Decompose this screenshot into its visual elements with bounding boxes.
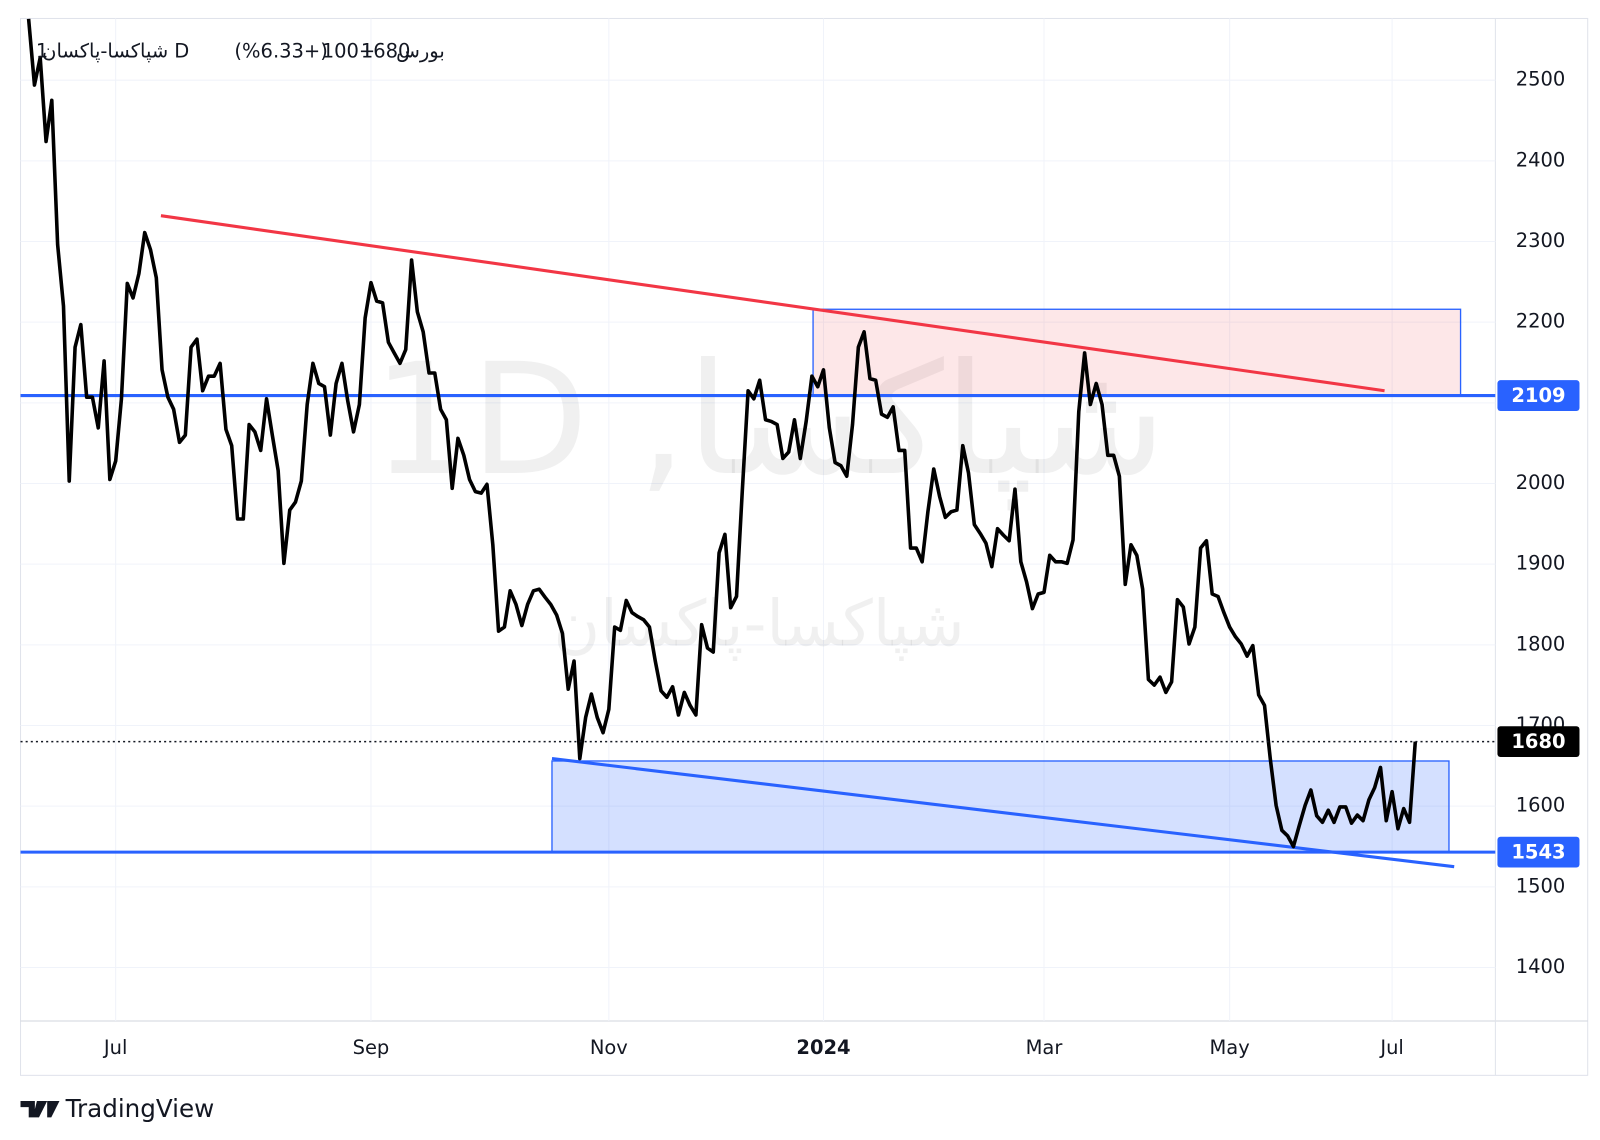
y-tick-label: 1600 — [1516, 794, 1566, 817]
y-tick-label: 2000 — [1516, 471, 1566, 494]
last-price: 1680 — [361, 39, 411, 62]
chart-frame — [19, 17, 1589, 1076]
y-tick-label: 2300 — [1516, 229, 1566, 252]
last-price-label: 1680 — [1511, 730, 1565, 753]
y-tick-label: 1400 — [1516, 955, 1566, 978]
symbol: شپاکسا-پاکسان — [42, 39, 168, 62]
x-tick-label: May — [1210, 1036, 1250, 1059]
legend-header: شپاکسا-پاکسان1D بورس1680+100(+6.33%) — [36, 39, 445, 62]
grid — [20, 18, 1496, 1021]
brand: TradingView — [65, 1094, 215, 1123]
y-tick-label: 2400 — [1516, 148, 1566, 171]
price-badge-label: 2109 — [1511, 384, 1565, 407]
trend-line — [551, 757, 1455, 869]
exchange: بورس — [396, 39, 445, 62]
x-tick-label: 2024 — [796, 1036, 850, 1059]
y-tick-label: 2500 — [1516, 68, 1566, 91]
y-tick-label: 1900 — [1516, 552, 1566, 575]
axes: 1400150016001700180019002000210022002300… — [20, 68, 1580, 1059]
logo: TradingView — [20, 1094, 215, 1123]
x-tick-label: Nov — [590, 1036, 628, 1059]
x-tick-label: Jul — [102, 1036, 128, 1059]
logo-icon — [20, 1101, 60, 1118]
last-price-badge — [1497, 726, 1580, 758]
change-pct: (+6.33%) — [234, 39, 327, 62]
change: +100 — [322, 39, 376, 62]
watermark-sub: شپاکسا-پاکسان — [553, 587, 964, 662]
price-line — [26, 18, 1418, 849]
x-tick-label: Jul — [1378, 1036, 1404, 1059]
y-tick-label: 1800 — [1516, 632, 1566, 655]
x-tick-label: Sep — [353, 1036, 390, 1059]
price-badge — [1497, 836, 1580, 868]
price-badge — [1497, 380, 1580, 411]
drawings — [20, 18, 1496, 869]
y-tick-label: 1500 — [1516, 874, 1566, 897]
trend-line — [160, 214, 1385, 393]
y-tick-label: 2200 — [1516, 310, 1566, 333]
x-tick-label: Mar — [1026, 1036, 1064, 1059]
price-badge-label: 1543 — [1511, 841, 1565, 864]
